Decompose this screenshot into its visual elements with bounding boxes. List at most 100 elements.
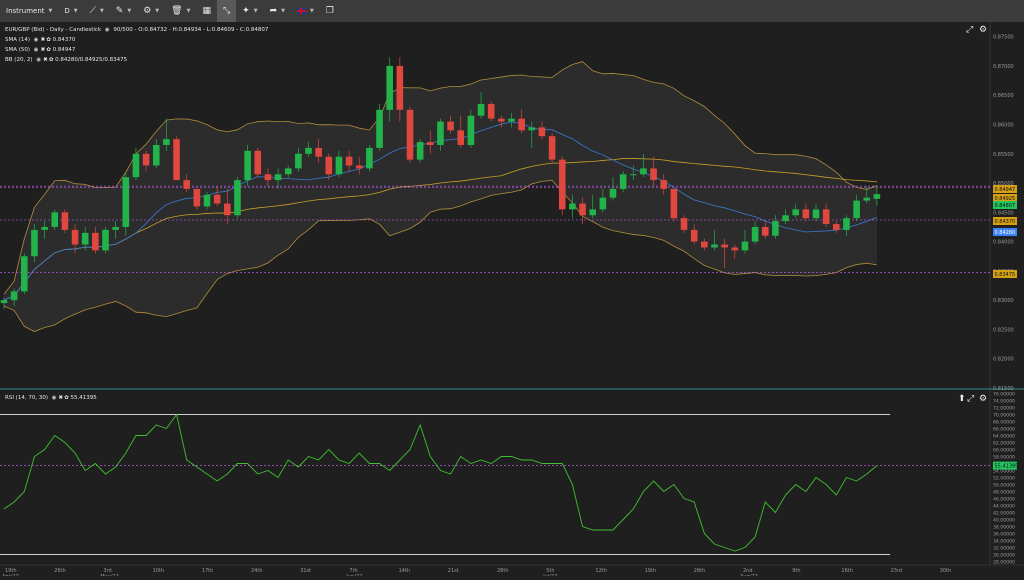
candle-body xyxy=(538,127,546,137)
candle-body xyxy=(680,218,688,230)
candle-body xyxy=(234,180,241,216)
candle-body xyxy=(213,194,221,204)
x-axis-label: 3rd xyxy=(103,568,111,574)
timeframe-label: D xyxy=(64,7,70,15)
sma50-value: 0.84947 xyxy=(52,47,76,53)
candle-body xyxy=(670,188,678,219)
candle-body xyxy=(701,241,708,248)
candle-body xyxy=(833,224,840,230)
chevron-down-icon: ▼ xyxy=(48,8,53,14)
rsi-axis-label: 46.00000 xyxy=(993,497,1015,503)
candle-body xyxy=(102,229,109,251)
chevron-down-icon: ▼ xyxy=(155,8,160,14)
price-axis-label: 0.87000 xyxy=(993,64,1014,70)
x-axis-label: 23rd xyxy=(891,568,903,574)
legend-rsi: RSI (14, 70, 30) ◉ ✖✿ 55.41395 xyxy=(5,395,97,401)
candle-body xyxy=(284,168,292,175)
candle-body xyxy=(163,139,170,145)
chevron-down-icon: ▼ xyxy=(281,8,285,14)
price-badge-text: 0.83475 xyxy=(995,272,1016,278)
x-axis-label: 9th xyxy=(792,568,800,574)
indicator-icon: ⚙ xyxy=(143,6,152,16)
maximize-icon[interactable]: ⤢ xyxy=(966,25,974,35)
candle-body xyxy=(386,65,393,110)
price-axis-label: 0.82000 xyxy=(993,357,1014,363)
chart-area[interactable]: 0.87500 0.87000 0.86500 0.86000 0.85500 0.850… xyxy=(0,22,1024,580)
rsi-axis-label: 70.00000 xyxy=(993,413,1015,419)
rsi-axis-label: 62.00000 xyxy=(993,441,1015,447)
price-axis-label: 0.81500 xyxy=(993,386,1014,392)
expand-button[interactable]: ⤡ xyxy=(216,0,237,22)
candle-body xyxy=(10,291,18,301)
candle-body xyxy=(650,168,657,181)
rsi-axis-label: 76.00000 xyxy=(993,392,1015,398)
pencil-tool-button[interactable]: ✎ ▼ xyxy=(110,0,137,22)
rsi-axis-label: 58.00000 xyxy=(993,455,1015,461)
expand-icon: ⤡ xyxy=(222,6,231,16)
price-badge xyxy=(993,194,1017,202)
eye-icon[interactable]: ◉ xyxy=(104,27,110,33)
candle-body xyxy=(792,209,799,216)
settings-icon[interactable]: ⚙ xyxy=(979,25,988,35)
candle-body xyxy=(71,229,79,245)
gear-icon[interactable]: ✿ xyxy=(48,57,54,63)
close-icon[interactable]: ✖ xyxy=(43,57,48,63)
rsi-axis-label: 54.00000 xyxy=(993,469,1015,475)
candle-body xyxy=(416,142,424,160)
instrument-menu[interactable]: Instrument ▼ xyxy=(0,0,58,22)
gear-icon[interactable]: ✿ xyxy=(46,47,51,53)
candle-body xyxy=(437,121,444,145)
indicator-button[interactable]: ⚙ ▼ xyxy=(137,0,165,22)
candle-body xyxy=(122,177,130,227)
price-badge xyxy=(993,185,1017,193)
candle-body xyxy=(366,147,373,169)
window-button[interactable]: ❐ xyxy=(320,0,340,22)
rsi-axis-label: 48.00000 xyxy=(993,490,1015,496)
price-axis-label: 0.84000 xyxy=(993,240,1014,246)
chevron-down-icon: ▼ xyxy=(127,8,132,14)
language-button[interactable]: ▼ xyxy=(291,0,320,22)
price-axis-label: 0.86000 xyxy=(993,122,1014,128)
eye-icon[interactable]: ◉ xyxy=(33,37,39,43)
candle-body xyxy=(599,197,607,210)
gear-icon[interactable]: ✿ xyxy=(64,395,69,401)
close-icon[interactable]: ✖ xyxy=(40,37,46,43)
x-axis-label: 12th xyxy=(595,568,607,574)
close-icon[interactable]: ✖ xyxy=(58,395,64,401)
settings-icon[interactable]: ⚙ xyxy=(979,394,988,404)
brush-button[interactable]: ✦ ▼ xyxy=(236,0,263,22)
price-axis-label: 0.86500 xyxy=(993,93,1014,99)
candle-body xyxy=(660,180,668,189)
timeframe-menu[interactable]: D ▼ xyxy=(58,0,83,22)
x-axis-label: 14th xyxy=(399,568,411,574)
candle-body xyxy=(396,65,404,110)
legend-main: EUR/GBP (Bid) - Daily - Candlestick ◉ 90… xyxy=(5,27,268,33)
eye-icon[interactable]: ◉ xyxy=(51,395,57,401)
x-axis-label: 31st xyxy=(300,568,311,574)
eye-icon[interactable]: ◉ xyxy=(33,47,39,53)
layout-button[interactable]: ▦ xyxy=(196,0,217,22)
x-axis-label: 19th xyxy=(5,568,17,574)
close-icon[interactable]: ✖ xyxy=(40,47,46,53)
line-tool-button[interactable]: ⟋ ▼ xyxy=(84,0,110,22)
rsi-background xyxy=(0,390,990,565)
candle-body xyxy=(305,147,312,154)
gear-icon[interactable]: ✿ xyxy=(46,37,51,43)
candle-body xyxy=(498,118,505,122)
x-axis-label: 17th xyxy=(202,568,214,574)
chart-canvas[interactable]: 0.87500 0.87000 0.86500 0.86000 0.85500 0.850… xyxy=(0,22,1024,580)
legend-sma50: SMA (50) ◉ ✖✿ 0.84947 xyxy=(5,47,75,53)
move-up-icon[interactable]: ⬆ xyxy=(958,394,966,404)
maximize-icon[interactable]: ⤢ xyxy=(967,394,975,404)
rsi-axis-label: 28.00000 xyxy=(993,560,1015,566)
legend-bb: BB (20, 2) ◉ ✖✿ 0.84280/0.84925/0.83475 xyxy=(5,57,127,63)
eye-icon[interactable]: ◉ xyxy=(36,57,42,63)
price-axis-label: 0.87500 xyxy=(993,35,1014,41)
share-button[interactable]: ➦ ▼ xyxy=(264,0,291,22)
chevron-down-icon: ▼ xyxy=(186,8,191,14)
delete-button[interactable]: 🗑 ▼ xyxy=(165,0,196,22)
candle-body xyxy=(112,226,119,230)
candle-body xyxy=(92,232,99,251)
candle-body xyxy=(782,215,789,222)
sma50-line xyxy=(3,158,877,301)
